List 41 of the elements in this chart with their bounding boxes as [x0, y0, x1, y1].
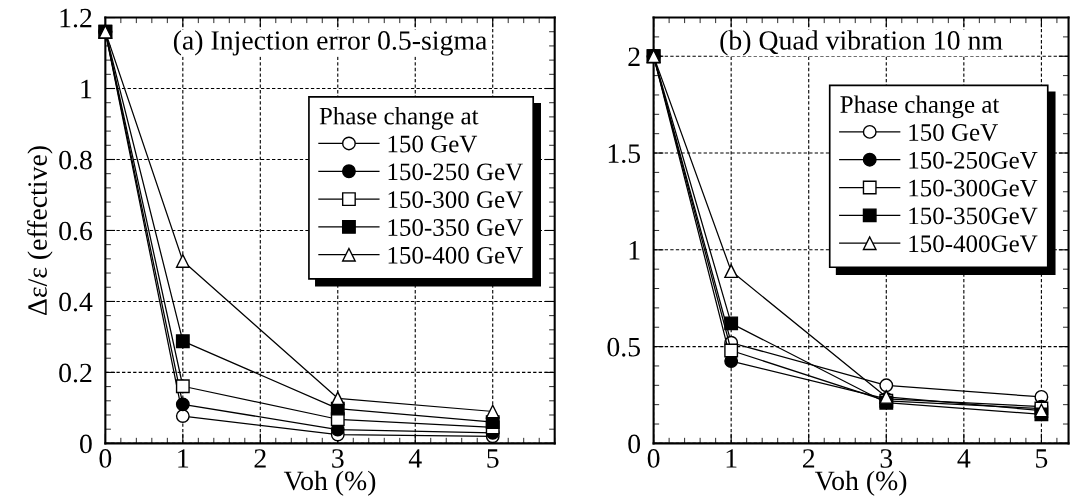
legend-title: Phase change at	[319, 106, 479, 130]
y-tick-label: 0.2	[59, 363, 92, 383]
legend-label: 150-350 GeV	[388, 219, 523, 237]
y-tick-label: 0.6	[59, 221, 93, 241]
y-axis-title: Δε/ε (effective)	[27, 146, 53, 315]
x-tick-label: 4	[957, 449, 971, 468]
legend-label: 150-400 GeV	[388, 246, 523, 264]
legend-label: 150-250GeV	[909, 151, 1038, 169]
y-tick-label: 2	[628, 47, 640, 66]
legend-label: 150-250 GeV	[388, 163, 523, 181]
x-axis-title: Voh (%)	[283, 470, 376, 496]
y-tick-label: 0.8	[59, 150, 92, 170]
x-tick-label: 0	[99, 449, 112, 468]
y-tick-label: 0.5	[607, 337, 641, 357]
legend-label: 150 GeV	[388, 135, 478, 153]
legend-label: 150-400GeV	[909, 235, 1038, 253]
x-tick-label: 5	[487, 449, 499, 468]
x-tick-label: 3	[880, 449, 893, 468]
chart-title: (b) Quad vibration 10 nm	[720, 30, 1003, 56]
y-tick-label: 0	[80, 434, 92, 454]
x-tick-label: 1	[726, 449, 737, 468]
x-axis-title: Voh (%)	[814, 470, 907, 496]
legend-label: 150-350GeV	[909, 207, 1038, 225]
x-tick-label: 1	[178, 449, 189, 468]
chart-title: (a) Injection error 0.5-sigma	[173, 30, 487, 56]
x-tick-label: 5	[1036, 449, 1048, 468]
y-tick-label: 1.5	[608, 144, 641, 164]
legend-label: 150-300 GeV	[388, 191, 523, 209]
x-tick-label: 2	[254, 449, 266, 468]
x-tick-label: 0	[647, 449, 660, 468]
y-tick-label: 0.4	[59, 292, 93, 312]
y-tick-label: 1	[81, 79, 92, 99]
legend-label: 150-300GeV	[909, 179, 1038, 197]
x-tick-label: 2	[803, 449, 815, 468]
y-tick-label: 1	[629, 241, 640, 260]
legend-title: Phase change at	[840, 95, 1000, 119]
x-tick-label: 3	[332, 449, 344, 468]
y-tick-label: 0	[628, 434, 641, 454]
legend-label: 150 GeV	[909, 124, 998, 142]
y-tick-label: 1.2	[60, 8, 92, 28]
x-tick-label: 4	[408, 449, 422, 468]
